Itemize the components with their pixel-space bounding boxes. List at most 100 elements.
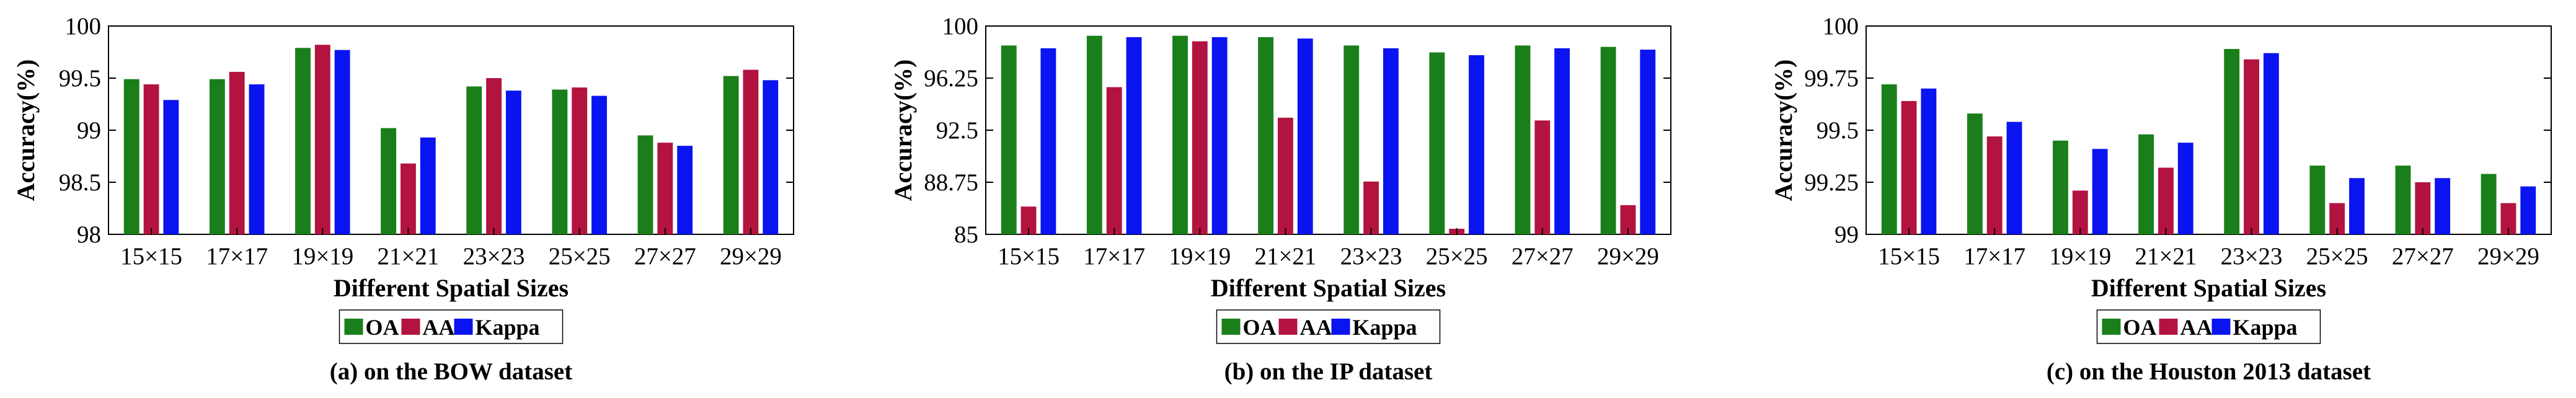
panel-caption: (a) on the BOW dataset <box>330 358 572 385</box>
legend-box <box>339 309 564 344</box>
bar-oa-7 <box>2481 174 2497 234</box>
bar-aa-2 <box>2072 190 2088 234</box>
y-tick-label: 99.25 <box>1804 169 1859 196</box>
legend-label-oa: OA <box>366 315 399 340</box>
bar-oa-5 <box>552 89 568 234</box>
y-tick-label: 99.75 <box>1804 65 1859 92</box>
x-tick-label: 17×17 <box>1083 243 1145 270</box>
bar-kappa-3 <box>2177 143 2193 234</box>
y-tick-label: 100 <box>942 13 979 40</box>
x-tick-label: 15×15 <box>1878 243 1940 270</box>
x-tick-label: 25×25 <box>2306 243 2368 270</box>
bar-oa-3 <box>381 128 397 234</box>
y-tick-label: 100 <box>1823 13 1859 40</box>
x-tick-label: 15×15 <box>998 243 1060 270</box>
legend-swatch-kappa <box>454 319 473 335</box>
legend-swatch-aa <box>1278 319 1298 335</box>
bar-oa-1 <box>209 79 225 235</box>
bar-oa-5 <box>2309 166 2326 234</box>
bar-oa-3 <box>2138 134 2154 234</box>
legend-label-oa: OA <box>2123 315 2157 340</box>
bar-aa-3 <box>1278 117 1293 234</box>
y-axis-label: Accuracy(%) <box>12 60 40 201</box>
bar-kappa-7 <box>1640 50 1656 234</box>
x-tick-label: 21×21 <box>1254 243 1316 270</box>
legend: OA AA Kappa <box>339 309 564 344</box>
legend-label-aa: AA <box>1300 315 1332 340</box>
legend-swatch-oa <box>2102 319 2121 335</box>
bar-oa-0 <box>123 79 139 235</box>
x-tick-label: 27×27 <box>1512 243 1573 270</box>
bar-kappa-2 <box>1211 37 1228 235</box>
bar-kappa-5 <box>2349 178 2365 234</box>
bar-kappa-6 <box>1554 48 1570 234</box>
y-tick-label: 98 <box>77 221 101 248</box>
bar-kappa-1 <box>2006 122 2022 234</box>
x-tick-label: 21×21 <box>377 243 439 270</box>
y-tick-label: 85 <box>954 221 978 248</box>
bar-oa-4 <box>2224 48 2240 235</box>
legend-swatch-aa <box>2159 319 2178 335</box>
bar-kappa-5 <box>591 95 607 234</box>
x-axis-label: Different Spatial Sizes <box>334 274 569 302</box>
bar-oa-3 <box>1258 37 1274 235</box>
x-tick-label: 29×29 <box>1597 243 1659 270</box>
x-tick-label: 27×27 <box>634 243 696 270</box>
chart-panel-1: 85 88.75 92.5 96.25 100 15×15 17×17 19×19 21×21 2… <box>889 13 1671 385</box>
x-tick-label: 25×25 <box>1426 243 1488 270</box>
legend-label-kappa: Kappa <box>476 315 540 340</box>
x-axis-label: Different Spatial Sizes <box>2091 274 2326 302</box>
bar-aa-3 <box>401 163 416 234</box>
x-tick-label: 15×15 <box>120 243 182 270</box>
legend-swatch-kappa <box>2211 319 2231 335</box>
bar-kappa-5 <box>1469 55 1484 234</box>
bar-aa-6 <box>2415 182 2431 234</box>
bar-aa-4 <box>2244 59 2259 234</box>
bar-oa-6 <box>2395 166 2411 234</box>
bar-aa-4 <box>486 78 502 234</box>
y-tick-label: 100 <box>65 13 102 40</box>
legend-label-aa: AA <box>423 315 455 340</box>
bar-aa-1 <box>1986 136 2003 234</box>
bar-kappa-4 <box>505 91 521 234</box>
bar-aa-5 <box>572 87 588 234</box>
bar-kappa-4 <box>1383 48 1399 234</box>
x-tick-label: 23×23 <box>2221 243 2283 270</box>
bar-oa-2 <box>2053 140 2068 234</box>
x-tick-label: 21×21 <box>2135 243 2197 270</box>
legend-swatch-oa <box>344 319 363 335</box>
x-tick-label: 29×29 <box>720 243 782 270</box>
legend-swatch-oa <box>1221 319 1241 335</box>
bar-oa-4 <box>1343 45 1360 235</box>
x-tick-label: 17×17 <box>206 243 268 270</box>
bar-oa-1 <box>1086 35 1102 235</box>
bar-kappa-2 <box>334 50 350 234</box>
legend-label-kappa: Kappa <box>2233 315 2298 340</box>
y-tick-label: 99.5 <box>59 65 101 92</box>
legend: OA AA Kappa <box>1216 309 1441 344</box>
bar-aa-3 <box>2158 167 2174 234</box>
panel-caption: (b) on the IP dataset <box>1224 358 1433 385</box>
bar-aa-0 <box>1901 100 1917 234</box>
bar-aa-2 <box>314 45 330 235</box>
legend-box <box>2096 309 2321 344</box>
bar-oa-5 <box>1429 52 1445 234</box>
legend-label-kappa: Kappa <box>1353 315 1417 340</box>
legend-swatch-kappa <box>1331 319 1350 335</box>
bar-aa-0 <box>143 84 159 234</box>
bar-oa-6 <box>1515 45 1531 235</box>
legend-box <box>1216 309 1441 344</box>
legend-swatch-aa <box>401 319 420 335</box>
y-tick-label: 99 <box>77 117 101 144</box>
legend: OA AA Kappa <box>2096 309 2321 344</box>
bar-aa-7 <box>743 69 759 234</box>
legend-label-oa: OA <box>1243 315 1277 340</box>
bar-aa-6 <box>1534 120 1551 234</box>
y-tick-label: 88.75 <box>924 169 978 196</box>
x-axis-label: Different Spatial Sizes <box>1211 274 1446 302</box>
bar-kappa-7 <box>763 80 779 234</box>
panel-caption: (c) on the Houston 2013 dataset <box>2047 358 2371 385</box>
bar-oa-7 <box>1600 46 1616 234</box>
bar-aa-1 <box>229 71 245 235</box>
bar-kappa-7 <box>2520 186 2536 234</box>
